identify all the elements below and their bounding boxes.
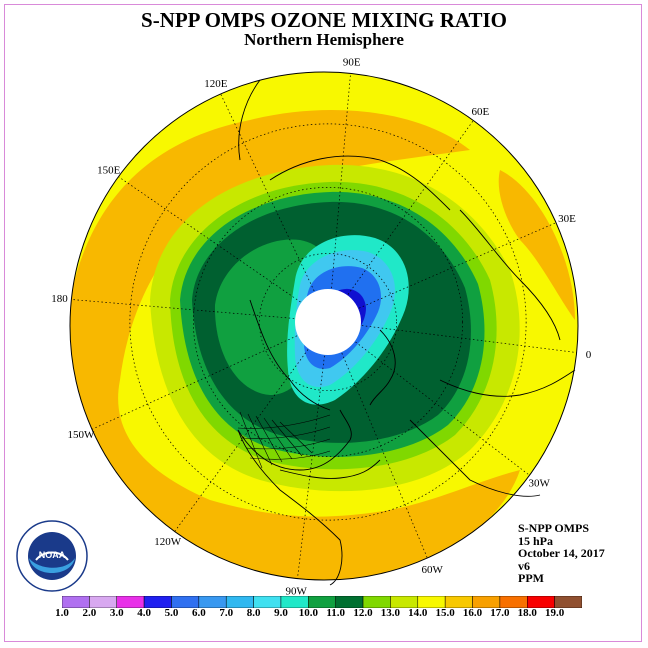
- longitude-label: 60E: [471, 106, 489, 118]
- meridian-line: [220, 93, 315, 292]
- colorbar-tick: 3.0: [109, 607, 124, 619]
- state-border: [279, 421, 313, 454]
- state-border: [249, 450, 331, 460]
- graticule: [71, 73, 577, 579]
- colorbar-tick: 19.0: [545, 607, 565, 619]
- colorbar-tick: 8.0: [246, 607, 261, 619]
- coast-europe: [439, 369, 576, 397]
- meridian-line: [71, 299, 295, 319]
- us-state-borders: [237, 411, 331, 469]
- info-date: October 14, 2017: [518, 546, 605, 560]
- longitude-label: 90E: [343, 56, 361, 68]
- colorbar-tick: 15.0: [435, 607, 455, 619]
- colorbar-tick: 16.0: [462, 607, 483, 619]
- state-border: [245, 438, 331, 450]
- coast-asia-north: [269, 155, 451, 211]
- figure-frame: [4, 4, 642, 642]
- longitude-label: 30W: [529, 477, 551, 489]
- longitude-label: 0: [586, 349, 592, 361]
- coast-arctic-canada: [249, 299, 331, 411]
- info-pressure: 15 hPa: [518, 533, 554, 548]
- colorbar-tick: 9.0: [274, 607, 288, 619]
- meridian-line: [91, 335, 298, 430]
- pole-data-gap: [295, 289, 361, 355]
- globe-outline: [69, 71, 579, 581]
- colorbar-tick: 5.0: [164, 607, 179, 619]
- coast-central-america: [237, 429, 343, 586]
- orange-region-atlantic: [498, 170, 575, 320]
- latitude-circle: [129, 123, 527, 521]
- longitude-label: 90W: [286, 586, 308, 598]
- plot-info: S-NPP OMPS 15 hPa October 14, 2017 v6 PP…: [518, 522, 605, 585]
- longitude-label: 180: [51, 293, 68, 305]
- info-units: PPM: [518, 571, 544, 585]
- latitude-circle: [259, 253, 397, 391]
- state-border: [247, 413, 273, 466]
- coastlines: [237, 79, 576, 586]
- longitude-labels: 90E 60E 30E 0 30W 60W 90W 120W 150W 180 150E 120E: [51, 56, 592, 597]
- meridian-line: [174, 349, 309, 532]
- map-subtitle: Northern Hemisphere: [244, 30, 404, 49]
- colorbar-tick: 10.0: [298, 607, 318, 619]
- colorbar-tick: 14.0: [408, 607, 428, 619]
- coast-north-america-east: [237, 409, 352, 471]
- colorbar-tick-labels: 1.0 2.0 3.0 4.0 5.0 6.0 7.0 8.0 9.0 10.0 11.0 12.0 1…: [0, 607, 648, 623]
- info-version: v6: [518, 558, 530, 573]
- colorbar-tick: 6.0: [191, 607, 206, 619]
- meridian-line: [297, 355, 325, 579]
- colorbar-tick: 11.0: [326, 607, 345, 619]
- colorbar-tick: 18.0: [517, 607, 537, 619]
- state-border: [271, 419, 303, 457]
- info-instrument: S-NPP OMPS: [518, 521, 589, 535]
- meridian-line: [361, 325, 577, 353]
- colorbar-tick: 12.0: [353, 607, 373, 619]
- state-border: [237, 414, 331, 429]
- colorbar-tick: 17.0: [490, 607, 510, 619]
- meridian-line: [355, 341, 530, 476]
- meridian-line: [341, 352, 428, 559]
- meridian-line: [118, 176, 301, 303]
- longitude-label: 150W: [68, 429, 96, 441]
- longitude-label: 150E: [97, 165, 121, 177]
- noaa-logo: NOAA: [16, 520, 88, 592]
- colorbar: [62, 596, 582, 608]
- longitude-label: 60W: [421, 564, 443, 576]
- coast-asia-south: [459, 209, 561, 341]
- colorbar-swatch: [554, 596, 582, 608]
- longitude-label: 120E: [204, 78, 228, 90]
- colorbar-tick: 7.0: [219, 607, 234, 619]
- colorbar-tick: 13.0: [380, 607, 401, 619]
- colorbar-tick: 4.0: [137, 607, 151, 619]
- colorbar-tick: 1.0: [55, 607, 69, 619]
- state-border: [241, 426, 331, 439]
- longitude-label: 120W: [154, 536, 182, 548]
- logo-text: NOAA: [39, 550, 66, 560]
- coast-greenland: [369, 329, 396, 406]
- coast-africa: [409, 419, 541, 497]
- coast-gulf: [279, 459, 381, 479]
- coast-east-asia: [238, 79, 261, 161]
- state-border: [263, 417, 293, 460]
- latitude-circle: [193, 187, 463, 457]
- longitude-label: 30E: [558, 213, 576, 225]
- state-border: [255, 415, 283, 463]
- colorbar-tick: 2.0: [82, 607, 97, 619]
- map-title: S-NPP OMPS OZONE MIXING RATIO: [141, 8, 507, 32]
